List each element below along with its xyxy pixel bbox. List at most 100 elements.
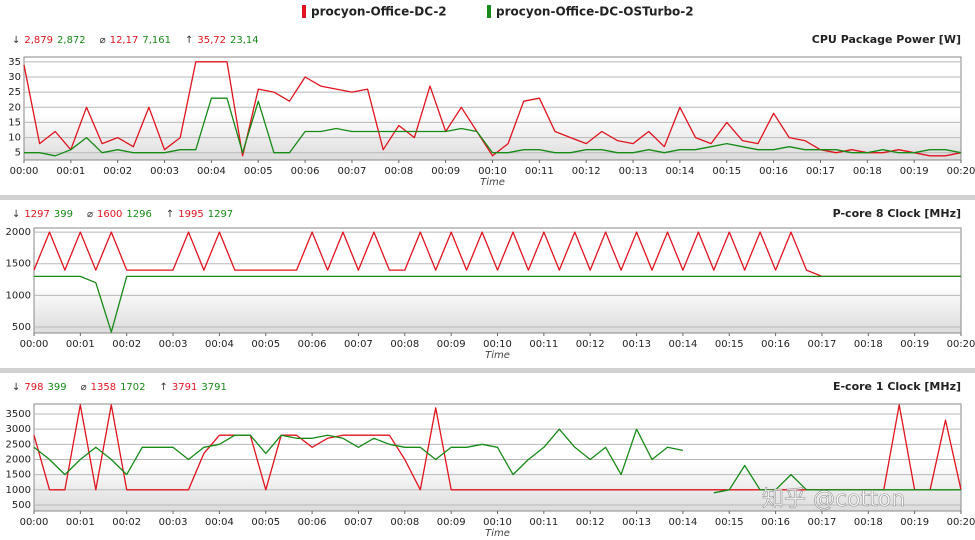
y-tick-label: 1500: [6, 259, 31, 270]
y-tick-label: 500: [12, 500, 31, 511]
stat-value: 1600: [97, 209, 122, 220]
x-tick-label: 00:06: [298, 517, 327, 528]
x-tick-label: 00:02: [112, 339, 141, 350]
plot-area: [33, 227, 962, 334]
x-tick-label: 00:10: [483, 339, 512, 350]
stat-value: 3791: [172, 382, 197, 393]
series-line: [33, 428, 961, 494]
stat-value: 12,17: [110, 35, 139, 46]
stat-value: 399: [47, 382, 66, 393]
stat-symbol: ↓: [12, 35, 20, 46]
stat-value: 1297: [208, 209, 233, 220]
x-tick-label: 00:05: [251, 339, 280, 350]
y-tick-label: 5: [15, 148, 21, 159]
x-tick-label: 00:08: [390, 339, 419, 350]
y-tick-label: 30: [8, 72, 21, 83]
stat-value: 798: [24, 382, 43, 393]
y-tick-label: 3000: [6, 424, 31, 435]
x-tick-label: 00:16: [761, 339, 790, 350]
x-tick-label: 00:20: [947, 339, 975, 350]
x-tick-label: 00:15: [715, 517, 744, 528]
stat-symbol: ↓: [12, 382, 20, 393]
x-tick-label: 00:03: [150, 166, 179, 177]
y-tick-label: 2500: [6, 439, 31, 450]
x-tick-label: 00:01: [66, 517, 95, 528]
x-tick-label: 00:20: [947, 166, 975, 177]
stat-value: 2,879: [24, 35, 53, 46]
x-tick-label: 00:00: [10, 166, 39, 177]
x-tick-label: 00:14: [668, 517, 697, 528]
watermark: 知乎 @cotton: [762, 487, 905, 512]
x-tick-label: 00:13: [619, 166, 648, 177]
stat-value: 1296: [126, 209, 151, 220]
x-tick-label: 00:06: [298, 339, 327, 350]
x-tick-label: 00:04: [205, 339, 234, 350]
stat-symbol: ⌀: [100, 35, 106, 46]
series-line: [33, 231, 961, 278]
stat-value: 1297: [24, 209, 49, 220]
x-tick-label: 00:18: [854, 517, 883, 528]
x-tick-label: 00:12: [576, 339, 605, 350]
stat-value: 1702: [120, 382, 145, 393]
x-tick-label: 00:00: [20, 517, 49, 528]
stat-value: 1358: [91, 382, 116, 393]
x-tick-label: 00:03: [159, 517, 188, 528]
legend-swatch: [487, 5, 491, 18]
stats: ↓ 798 399 ⌀ 1358 1702 ↑ 3791 3791: [12, 382, 227, 393]
x-tick-label: 00:07: [338, 166, 367, 177]
y-tick-label: 10: [8, 133, 21, 144]
x-tick-label: 00:08: [384, 166, 413, 177]
stat-symbol: ⌀: [81, 382, 87, 393]
separator: [0, 368, 975, 373]
stat-symbol: ↑: [160, 382, 168, 393]
x-tick-label: 00:20: [947, 517, 975, 528]
x-axis-title: Time: [480, 177, 505, 188]
x-tick-label: 00:02: [103, 166, 132, 177]
x-tick-label: 00:19: [900, 339, 929, 350]
x-tick-label: 00:19: [900, 166, 929, 177]
stat-value: 35,72: [197, 35, 226, 46]
x-tick-label: 00:08: [390, 517, 419, 528]
y-tick-label: 35: [8, 57, 21, 68]
x-tick-label: 00:07: [344, 339, 373, 350]
y-tick-label: 2000: [6, 227, 31, 238]
x-tick-label: 00:04: [197, 166, 226, 177]
x-tick-label: 00:09: [437, 339, 466, 350]
x-tick-label: 00:11: [525, 166, 554, 177]
chart-title: CPU Package Power [W]: [812, 33, 961, 46]
series-line: [24, 97, 962, 157]
x-tick-label: 00:13: [622, 339, 651, 350]
stat-symbol: ↓: [12, 209, 20, 220]
x-tick-label: 00:01: [66, 339, 95, 350]
x-tick-label: 00:09: [431, 166, 460, 177]
x-tick-label: 00:03: [159, 339, 188, 350]
stats: ↓ 2,879 2,872 ⌀ 12,17 7,161 ↑ 35,72 23,14: [12, 35, 259, 46]
x-tick-label: 00:10: [478, 166, 507, 177]
stat-symbol: ⌀: [87, 209, 93, 220]
legend-label: procyon-Office-DC-2: [311, 5, 447, 19]
y-tick-label: 3500: [6, 409, 31, 420]
x-tick-label: 00:06: [291, 166, 320, 177]
stat-symbol: ↑: [166, 209, 174, 220]
chart-title: P-core 8 Clock [MHz]: [833, 207, 961, 220]
stat-value: 23,14: [230, 35, 259, 46]
x-tick-label: 00:07: [344, 517, 373, 528]
x-tick-label: 00:00: [20, 339, 49, 350]
x-tick-label: 00:11: [529, 517, 558, 528]
y-tick-label: 1000: [6, 290, 31, 301]
x-tick-label: 00:13: [622, 517, 651, 528]
x-tick-label: 00:15: [712, 166, 741, 177]
y-tick-label: 25: [8, 87, 21, 98]
stat-value: 7,161: [142, 35, 171, 46]
x-tick-label: 00:18: [853, 166, 882, 177]
x-tick-label: 00:09: [437, 517, 466, 528]
series-line: [34, 275, 961, 333]
stat-value: 1995: [178, 209, 203, 220]
y-tick-label: 500: [12, 322, 31, 333]
x-tick-label: 00:12: [576, 517, 605, 528]
separator: [0, 195, 975, 200]
y-tick-label: 15: [8, 117, 21, 128]
stats: ↓ 1297 399 ⌀ 1600 1296 ↑ 1995 1297: [12, 209, 233, 220]
stat-value: 399: [54, 209, 73, 220]
x-axis-title: Time: [485, 528, 510, 539]
